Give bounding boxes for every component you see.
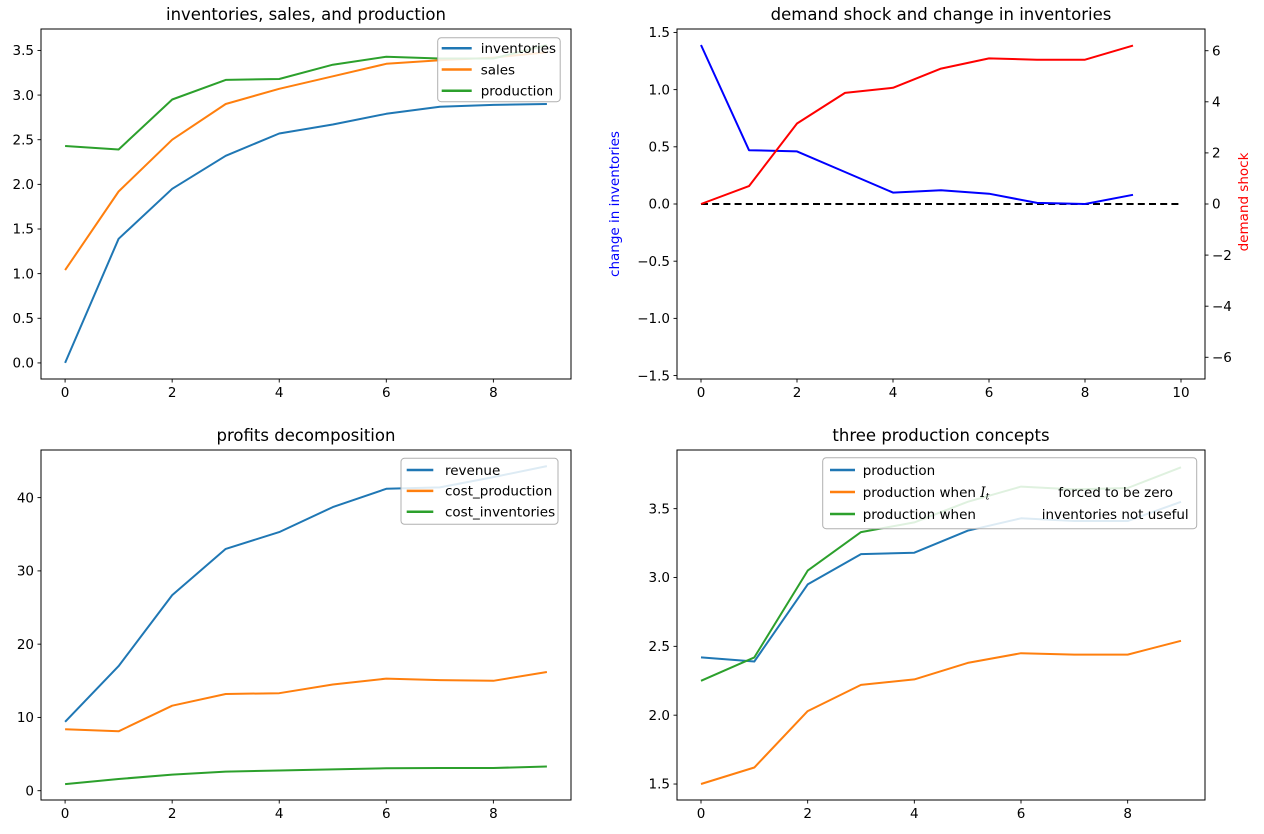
series-line-cost_inventories — [65, 765, 547, 786]
x-tick-label: 0 — [61, 385, 70, 401]
right-y-axis-ticks: −6 −4 −2 0 2 4 6 — [1205, 43, 1232, 366]
x-tick-label: 6 — [985, 385, 994, 401]
y-tick-label: 3.5 — [13, 43, 34, 59]
y-tick-label: 30 — [17, 564, 34, 580]
x-tick-label: 8 — [1123, 806, 1132, 822]
x-tick-label: 2 — [793, 385, 802, 401]
x-axis-ticks: 0 2 4 6 8 — [61, 800, 498, 822]
x-tick-label: 4 — [910, 806, 919, 822]
right-y-tick-label: 0 — [1212, 197, 1221, 213]
y-tick-label: 1.0 — [649, 82, 670, 98]
y-tick-label: −1.0 — [637, 311, 670, 327]
legend-frame — [437, 37, 561, 103]
y-axis-ticks: 0 10 20 30 40 — [17, 490, 41, 799]
legend-frame — [822, 457, 1198, 530]
legend-entry-label: production when inventories not useful — [863, 507, 1189, 523]
right-y-tick-label: −6 — [1212, 350, 1232, 366]
x-tick-label: 8 — [489, 806, 498, 822]
x-tick-label: 4 — [275, 385, 284, 401]
y-tick-label: 20 — [17, 637, 34, 653]
y-tick-label: 0 — [25, 783, 34, 799]
legend-entry-label: production — [863, 463, 936, 479]
x-tick-label: 6 — [382, 806, 391, 822]
chart-inventories_sales_production: 0 2 4 6 8 0.0 0.5 1.0 1.5 2.0 2.5 3.0 3.5 inventories… — [13, 28, 572, 401]
series-line-cost_production — [65, 671, 548, 733]
x-tick-label: 10 — [1172, 385, 1189, 401]
legend-entry-label: revenue — [445, 463, 500, 479]
x-tick-label: 4 — [275, 806, 284, 822]
y-tick-label: 1.0 — [13, 266, 34, 282]
x-axis-ticks: 0 2 4 6 8 — [61, 379, 498, 401]
y-tick-label: 1.5 — [649, 25, 670, 41]
y-tick-label: 0.0 — [13, 356, 34, 372]
x-tick-label: 0 — [697, 806, 706, 822]
x-tick-label: 4 — [889, 385, 898, 401]
y-tick-label: 0.5 — [13, 311, 34, 327]
y-tick-label: 2.5 — [13, 132, 34, 148]
legend-entry-label: production — [481, 84, 554, 100]
x-tick-label: 2 — [168, 806, 177, 822]
y-tick-label: 3.0 — [13, 88, 34, 104]
y-tick-label: 0.5 — [649, 140, 670, 156]
legend: production production when It​forced to b… — [822, 457, 1198, 530]
x-tick-label: 6 — [382, 385, 391, 401]
chart-title-inventories-sales-production: inventories, sales, and production — [165, 5, 446, 24]
legend-entry-label: inventories — [481, 41, 556, 57]
right-y-tick-label: −2 — [1212, 248, 1232, 264]
x-tick-label: 2 — [168, 385, 177, 401]
y-tick-label: 40 — [17, 490, 34, 506]
series-line-demand_shock — [700, 44, 1134, 205]
chart-title-three-production-concepts: three production concepts — [832, 426, 1050, 445]
y-tick-label: 1.5 — [649, 777, 670, 793]
left-ylabel: change in inventories — [607, 131, 623, 277]
legend-entry-label: production when It​forced to be zero — [863, 485, 1173, 503]
y-axis-ticks: 1.5 2.0 2.5 3.0 3.5 — [649, 501, 677, 793]
x-tick-label: 8 — [489, 385, 498, 401]
x-tick-label: 6 — [1017, 806, 1026, 822]
right-y-tick-label: −4 — [1212, 299, 1232, 315]
y-tick-label: 2.5 — [649, 639, 670, 655]
legend: inventories sales production — [437, 37, 561, 103]
x-tick-label: 8 — [1081, 385, 1090, 401]
y-axis-ticks: −1.5 −1.0 −0.5 0.0 0.5 1.0 1.5 — [637, 25, 677, 384]
legend-entry-label: cost_inventories — [445, 505, 555, 521]
y-axis-ticks: 0.0 0.5 1.0 1.5 2.0 2.5 3.0 3.5 — [13, 43, 41, 372]
y-tick-label: 2.0 — [649, 708, 670, 724]
right-ylabel: demand shock — [1236, 152, 1252, 251]
x-tick-label: 0 — [697, 385, 706, 401]
x-tick-label: 0 — [61, 806, 70, 822]
x-tick-label: 2 — [803, 806, 812, 822]
chart-title-demand-shock: demand shock and change in inventories — [770, 5, 1112, 24]
y-tick-label: 1.5 — [13, 222, 34, 238]
y-tick-label: 0.0 — [649, 197, 670, 213]
chart-title-profits-decomposition: profits decomposition — [216, 426, 396, 445]
x-axis-ticks: 0 2 4 6 8 — [697, 800, 1132, 822]
legend-entry-label: cost_production — [445, 484, 552, 500]
series-line-production_when_It_forced_to_be_zero — [700, 639, 1182, 785]
axes-spines — [40, 449, 572, 801]
y-tick-label: 2.0 — [13, 177, 34, 193]
chart-demand_shock_and_change_in_inventories: 0 2 4 6 8 10 −1.5 −1.0 −0.5 0.0 0.5 1.0 1.5 −6 −4 −2 0 2 4… — [607, 25, 1252, 401]
y-tick-label: 3.5 — [649, 501, 670, 517]
legend-entry-label: sales — [481, 62, 515, 78]
series-line-inventories — [64, 103, 547, 364]
legend: revenue cost_production cost_inventories — [400, 457, 559, 525]
series-line-change_in_inventories — [700, 44, 1134, 205]
chart-three_production_concepts: 0 2 4 6 81.52.02.53.03.5productionproduction… — [649, 449, 1206, 822]
right-y-tick-label: 6 — [1212, 43, 1221, 59]
x-axis-ticks: 0 2 4 6 8 10 — [697, 379, 1190, 401]
legend-frame — [400, 457, 559, 525]
chart-profits_decomposition: 0 2 4 6 8 0 10 20 30 40 revenue cost_productioncost… — [17, 449, 572, 822]
y-tick-label: −0.5 — [637, 254, 670, 270]
right-y-tick-label: 4 — [1212, 95, 1221, 111]
y-tick-label: 10 — [17, 710, 34, 726]
axes-spines — [40, 28, 572, 380]
axes-spines — [676, 449, 1206, 801]
y-tick-label: 3.0 — [649, 570, 670, 586]
right-y-tick-label: 2 — [1212, 146, 1221, 162]
y-tick-label: −1.5 — [637, 368, 670, 384]
